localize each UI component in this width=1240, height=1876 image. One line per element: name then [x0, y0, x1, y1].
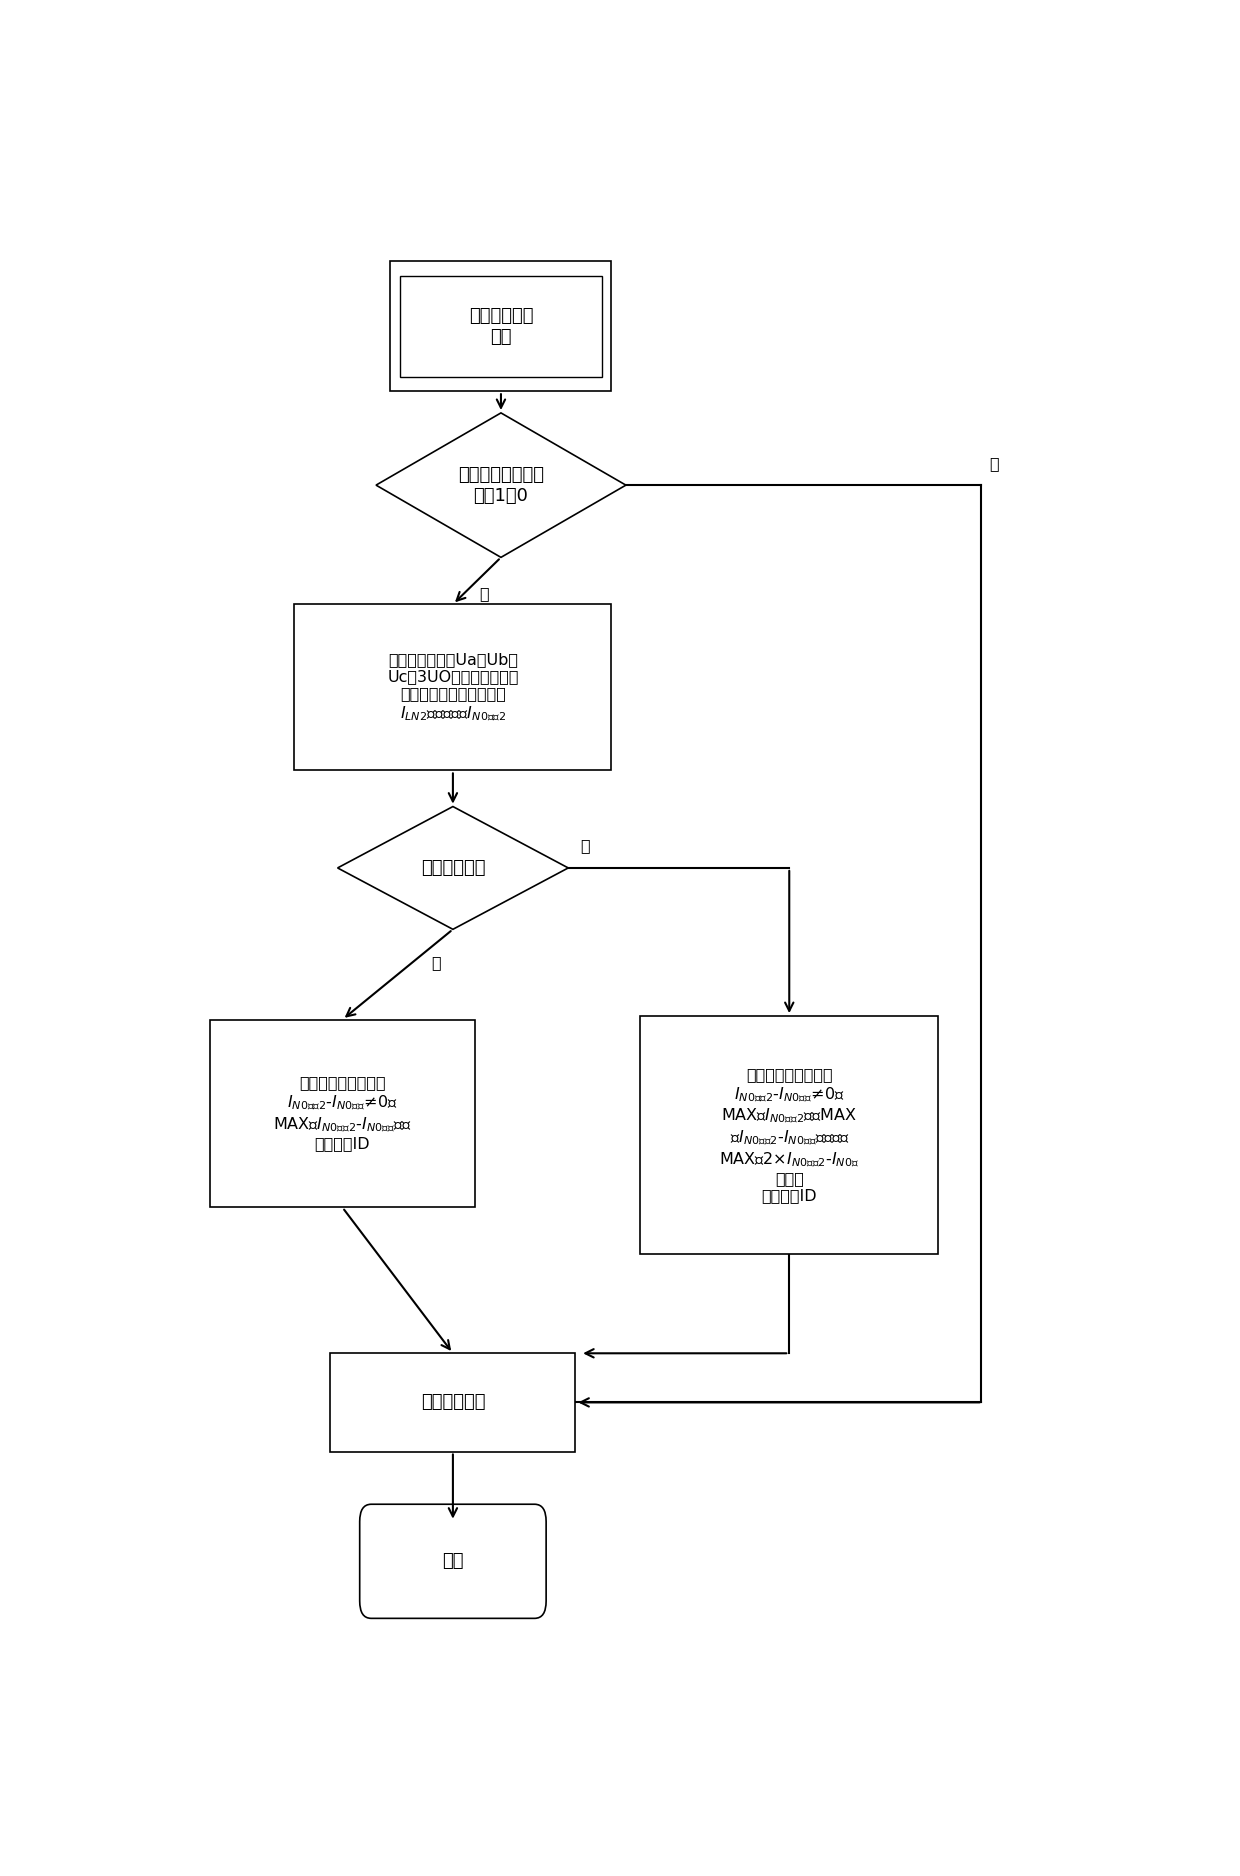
Text: 是否消弧线圈: 是否消弧线圈: [420, 859, 485, 876]
Bar: [211, 1021, 475, 1208]
Text: 运行线路比较满足：
$I_{N0故障2}$-$I_{N0初始}$≠0；
MAX（$I_{N0故障2}$）且MAX
（$I_{N0故障2}$-$I_{N0故障}$: 运行线路比较满足： $I_{N0故障2}$-$I_{N0初始}$≠0； MAX（…: [719, 1067, 859, 1203]
Bar: [330, 1353, 575, 1452]
Text: 否: 否: [990, 456, 998, 471]
Text: 第二次运算子
流程: 第二次运算子 流程: [469, 308, 533, 345]
Polygon shape: [376, 413, 626, 557]
Text: 是否有运行线路断
路器1变0: 是否有运行线路断 路器1变0: [458, 465, 544, 505]
Text: 结束: 结束: [443, 1551, 464, 1570]
Bar: [294, 604, 611, 771]
FancyBboxPatch shape: [360, 1505, 546, 1619]
Bar: [391, 261, 611, 392]
Bar: [640, 1017, 939, 1255]
Text: 运行线路比较满足：
$I_{N0故障2}$-$I_{N0初始}$≠0；
MAX（$I_{N0故障2}$-$I_{N0故障}$）。
输出线路ID: 运行线路比较满足： $I_{N0故障2}$-$I_{N0初始}$≠0； MAX（…: [273, 1075, 412, 1152]
Text: 否: 否: [580, 839, 589, 854]
Text: 是: 是: [479, 587, 489, 600]
Polygon shape: [337, 807, 568, 929]
Text: 存储母线电压（Ua、Ub、
Uc、3UO），线路运行状
态，故障状态下线路负荷
$I_{LN2}$、零序电流$I_{N0故障2}$: 存储母线电压（Ua、Ub、 Uc、3UO），线路运行状 态，故障状态下线路负荷 …: [387, 651, 518, 722]
Text: 输出告警指令: 输出告警指令: [420, 1394, 485, 1411]
Bar: [401, 276, 601, 377]
Text: 是: 是: [430, 955, 440, 970]
